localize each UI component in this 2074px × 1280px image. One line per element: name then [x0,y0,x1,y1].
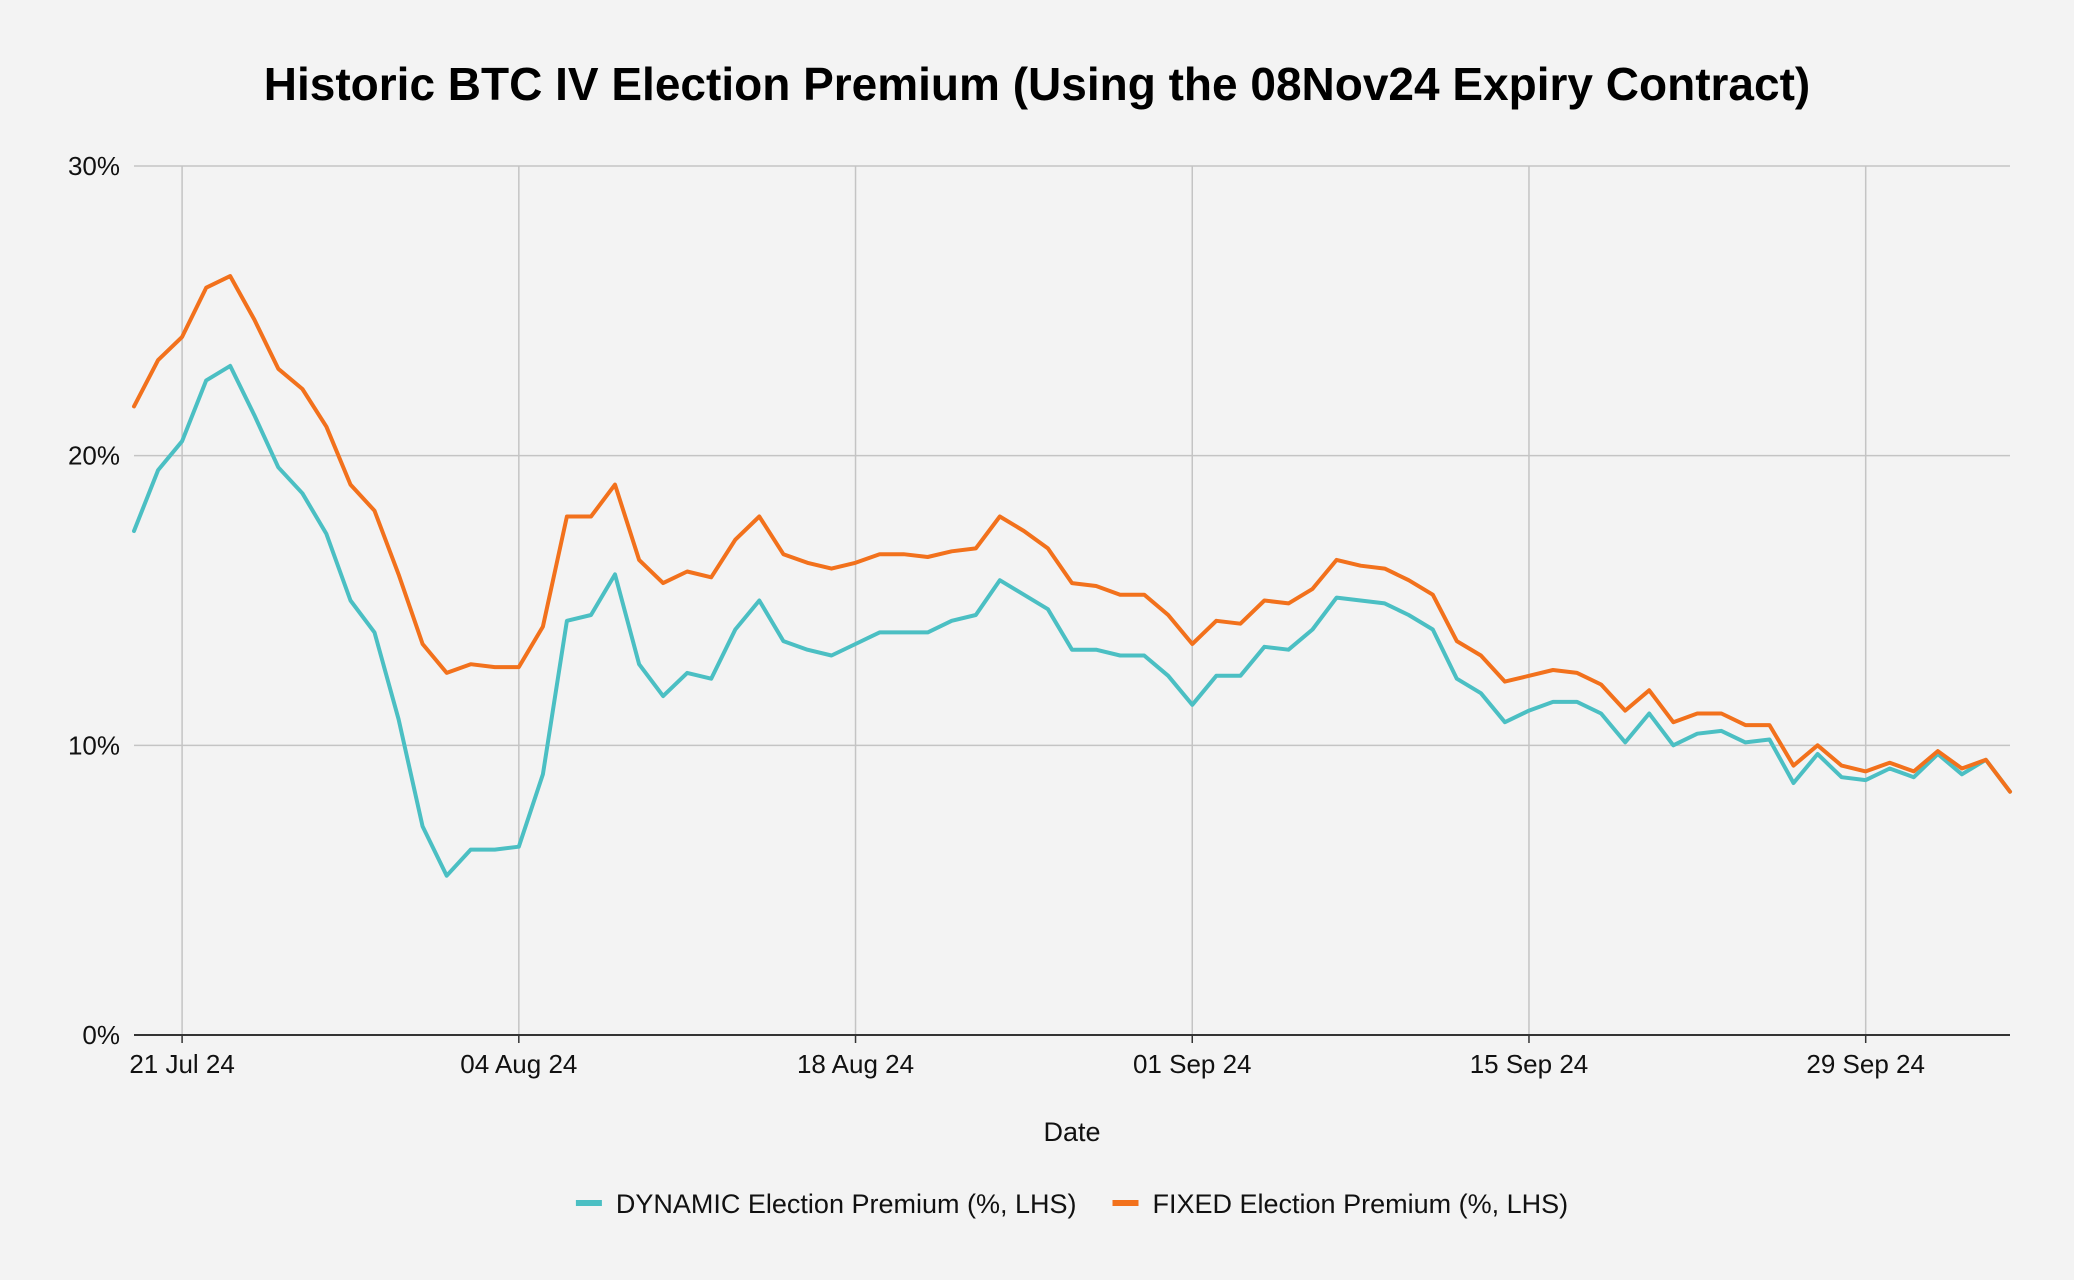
x-tick-label: 21 Jul 24 [129,1049,235,1079]
chart-title: Historic BTC IV Election Premium (Using … [264,58,1810,110]
x-tick-label: 15 Sep 24 [1470,1049,1589,1079]
legend-label: FIXED Election Premium (%, LHS) [1153,1189,1569,1219]
legend-item: DYNAMIC Election Premium (%, LHS) [575,1189,1077,1219]
series-line-fixed [132,274,2012,794]
legend-label: DYNAMIC Election Premium (%, LHS) [616,1189,1077,1219]
y-tick-label: 10% [68,730,120,760]
series-lines [132,274,2012,878]
x-tick-label: 29 Sep 24 [1806,1049,1925,1079]
x-tick-label: 01 Sep 24 [1133,1049,1252,1079]
grid [134,165,2010,1035]
y-tick-label: 30% [68,151,120,181]
y-tick-label: 20% [68,441,120,471]
x-axis-title: Date [1043,1117,1100,1147]
x-tick-label: 18 Aug 24 [797,1049,914,1079]
x-tick-label: 04 Aug 24 [460,1049,577,1079]
legend-item: FIXED Election Premium (%, LHS) [1112,1189,1569,1219]
series-line-dynamic [132,363,2012,878]
y-tick-label: 0% [82,1020,120,1050]
axes: 0% 10% 20% 30% 21 Jul 24 04 Aug 24 18 Aug 24 01… [68,151,2010,1079]
legend: DYNAMIC Election Premium (%, LHS) FIXED E… [575,1189,1569,1219]
